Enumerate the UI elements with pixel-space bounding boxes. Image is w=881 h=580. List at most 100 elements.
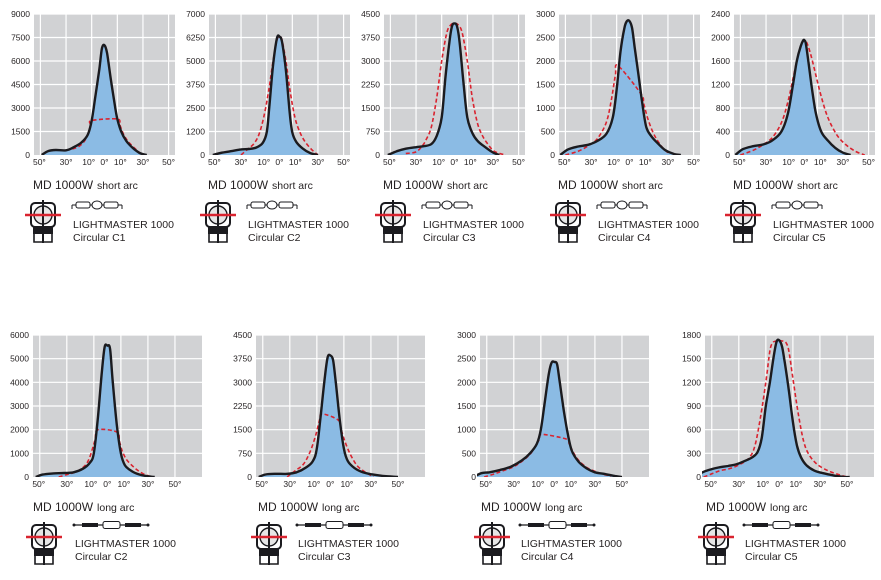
dashed-series-line [405, 22, 507, 155]
reflector-model: Circular C3 [423, 232, 476, 244]
x-tick-label: 10° [432, 157, 445, 167]
x-tick-label: 0° [326, 479, 334, 489]
solid-series-line [41, 43, 147, 155]
lamp-caption: MD 1000W short arc [733, 178, 838, 192]
distribution-fill [35, 344, 155, 477]
lamp-bulb-icon [596, 200, 648, 210]
y-tick-label: 0 [725, 150, 730, 160]
fixture-label: LIGHTMASTER 1000 Circular C4 [521, 538, 622, 564]
arc-type: short arc [797, 180, 838, 192]
plot-area [34, 14, 175, 155]
x-tick-label: 30° [585, 157, 598, 167]
luminaire-lens [33, 205, 53, 225]
luminaire-yoke [259, 556, 279, 565]
luminaire-icon [550, 200, 586, 243]
y-tick-label: 2400 [711, 9, 730, 19]
reflector-model: Circular C5 [745, 551, 798, 563]
plot-area [33, 335, 202, 477]
solid-series-line [702, 338, 850, 477]
x-tick-label: 30° [760, 157, 773, 167]
y-tick-label: 5000 [186, 56, 205, 66]
lamp-caption: MD 1000W long arc [706, 500, 807, 514]
x-tick-label: 30° [364, 479, 377, 489]
x-tick-label: 10° [289, 157, 302, 167]
y-tick-label: 2250 [233, 401, 252, 411]
luminaire-icon [698, 522, 734, 565]
x-tick-label: 30° [487, 157, 500, 167]
x-tick-label: 50° [512, 157, 525, 167]
luminaire-yoke [208, 234, 228, 243]
x-tick-label: 10° [82, 157, 95, 167]
lamp-caption: MD 1000W short arc [558, 178, 663, 192]
x-tick-label: 10° [782, 157, 795, 167]
fixture-label: LIGHTMASTER 1000 Circular C1 [73, 219, 174, 245]
x-tick-label: 50° [841, 479, 854, 489]
dashed-series-line [58, 428, 154, 477]
fixture-name: LIGHTMASTER 1000 [298, 538, 399, 550]
luminaire-housing [380, 202, 406, 228]
x-tick-label: 30° [137, 157, 150, 167]
y-tick-label: 900 [687, 401, 701, 411]
x-tick-label: 50° [169, 479, 182, 489]
x-tick-label: 0° [450, 157, 458, 167]
x-tick-label: 0° [775, 479, 783, 489]
y-tick-label: 4500 [361, 9, 380, 19]
y-tick-label: 2000 [536, 56, 555, 66]
luminaire-base [259, 549, 279, 556]
lamp-bulb-icon [71, 200, 123, 210]
luminaire-base [208, 227, 228, 234]
luminaire-housing [31, 524, 57, 550]
y-tick-label: 300 [687, 448, 701, 458]
arc-type: long arc [545, 502, 583, 514]
luminaire-housing [205, 202, 231, 228]
y-tick-label: 0 [550, 150, 555, 160]
x-tick-label: 50° [32, 479, 45, 489]
distribution-fill [212, 35, 318, 155]
y-tick-label: 7500 [11, 33, 30, 43]
luminaire-base [706, 549, 726, 556]
x-tick-label: 50° [479, 479, 492, 489]
x-tick-label: 30° [732, 479, 745, 489]
y-tick-label: 2250 [361, 80, 380, 90]
y-tick-label: 3000 [11, 103, 30, 113]
luminaire-lens [706, 527, 726, 547]
y-tick-label: 500 [462, 448, 476, 458]
lamp-bulb-icon [742, 521, 820, 529]
fixture-name: LIGHTMASTER 1000 [745, 538, 846, 550]
y-tick-label: 750 [366, 127, 380, 137]
reflector-model: Circular C3 [298, 551, 351, 563]
reflector-model: Circular C2 [75, 551, 128, 563]
luminaire-yoke [33, 234, 53, 243]
x-tick-label: 50° [616, 479, 629, 489]
distribution-fill [735, 39, 851, 155]
luminaire-base [34, 549, 54, 556]
x-tick-label: 30° [60, 479, 73, 489]
lamp-bulb-icon [771, 200, 823, 210]
dashed-series-line [240, 35, 319, 155]
x-tick-label: 10° [639, 157, 652, 167]
x-tick-label: 30° [141, 479, 154, 489]
arc-type: short arc [272, 180, 313, 192]
y-tick-label: 0 [25, 150, 30, 160]
luminaire-yoke [706, 556, 726, 565]
reflector-model: Circular C1 [73, 232, 126, 244]
lamp-bulb-icon [295, 521, 373, 529]
y-tick-label: 0 [200, 150, 205, 160]
lamp-bulb-icon [518, 521, 596, 529]
x-tick-label: 10° [531, 479, 544, 489]
fixture-name: LIGHTMASTER 1000 [248, 219, 349, 231]
distribution-fill [258, 354, 398, 477]
x-tick-label: 30° [507, 479, 520, 489]
luminaire-housing [730, 202, 756, 228]
dashed-series-line [703, 339, 848, 477]
luminaire-icon [251, 522, 287, 565]
y-tick-label: 0 [471, 472, 476, 482]
x-tick-label: 10° [814, 157, 827, 167]
solid-series-line [258, 353, 399, 477]
y-tick-label: 1800 [682, 330, 701, 340]
y-tick-label: 1000 [457, 425, 476, 435]
x-tick-label: 50° [733, 157, 746, 167]
